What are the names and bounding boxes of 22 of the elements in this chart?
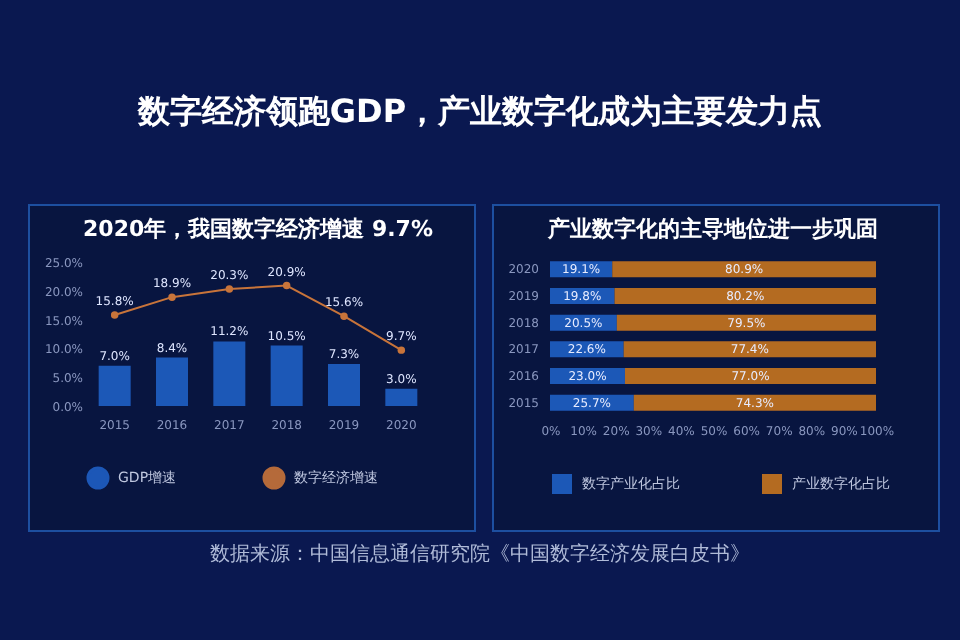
- point: [168, 293, 176, 301]
- chart-title: 产业数字化的主导地位进一步巩固: [546, 216, 878, 242]
- bar: [213, 341, 246, 406]
- point: [110, 311, 119, 319]
- bar: [328, 363, 360, 406]
- point: [282, 281, 291, 290]
- bar: [623, 341, 876, 358]
- bar: [156, 357, 188, 406]
- point: [340, 312, 348, 320]
- bar: [270, 345, 303, 406]
- bar: [614, 288, 876, 304]
- bar: [98, 365, 131, 406]
- bar: [616, 314, 876, 331]
- bar: [633, 394, 876, 411]
- bar: [612, 261, 876, 278]
- text: 数字经济领跑GDP，产业数字化成为主要发力点: [135, 92, 825, 134]
- chart-title: 2020年，我国数字经济增速 9.7%: [83, 216, 433, 242]
- bar: [385, 388, 418, 406]
- bar: [624, 368, 876, 384]
- point: [397, 346, 406, 354]
- point: [225, 285, 234, 293]
- source-note: 数据来源：中国信息通信研究院《中国数字经济发展白皮书》: [208, 541, 752, 568]
